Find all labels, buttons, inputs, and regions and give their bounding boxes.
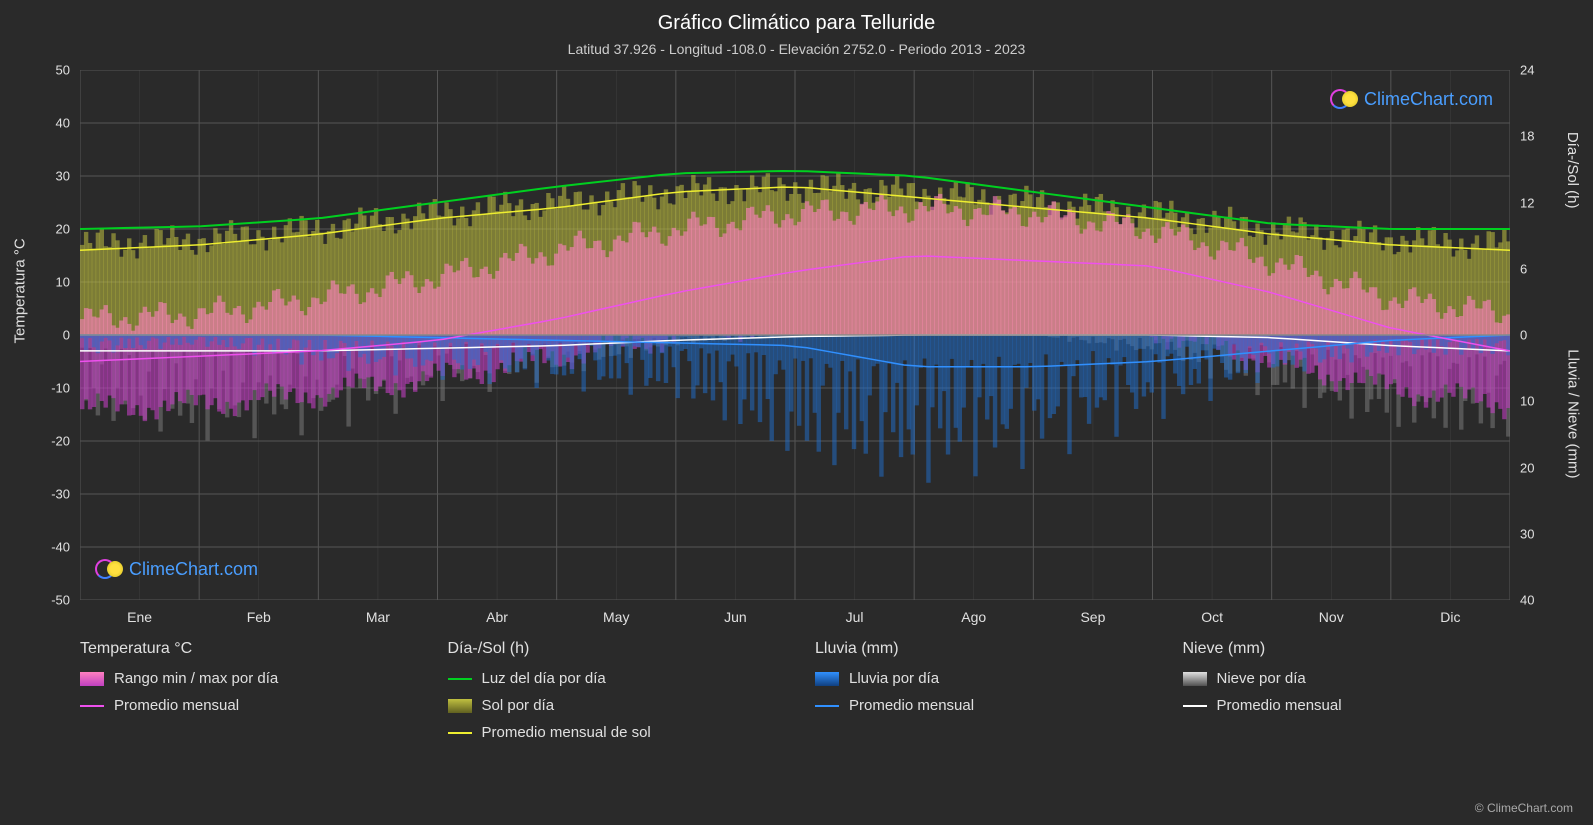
legend-gradient-swatch [80,672,104,686]
legend-item: Lluvia por día [815,670,1143,687]
y-tick-left: -40 [30,540,70,555]
legend-header: Nieve (mm) [1183,640,1511,658]
legend-label: Promedio mensual [114,697,239,714]
x-tick-month: Feb [247,609,271,625]
legend-column: Lluvia (mm) Lluvia por día Promedio mensua… [815,640,1143,751]
copyright: © ClimeChart.com [1475,801,1573,815]
x-tick-month: Dic [1440,609,1460,625]
y-axis-right-top-title: Día-/Sol (h) [1565,132,1582,209]
climate-chart: Gráfico Climático para Telluride Latitud… [0,0,1593,825]
chart-svg [80,70,1510,600]
legend-header: Lluvia (mm) [815,640,1143,658]
y-tick-right-bottom: 10 [1520,394,1550,409]
watermark-bottom: ClimeChart.com [95,555,258,583]
y-tick-right-top: 12 [1520,195,1550,210]
y-axis-left-title: Temperatura °C [12,238,29,343]
legend-header: Temperatura °C [80,640,408,658]
y-tick-left: -50 [30,593,70,608]
y-tick-right-bottom: 30 [1520,526,1550,541]
y-tick-left: 40 [30,116,70,131]
legend-item: Luz del día por día [448,670,776,687]
x-tick-month: May [603,609,629,625]
y-tick-right-top: 24 [1520,63,1550,78]
chart-subtitle: Latitud 37.926 - Longitud -108.0 - Eleva… [0,35,1593,57]
x-tick-month: Jul [846,609,864,625]
watermark-top: ClimeChart.com [1330,85,1493,113]
y-tick-left: -20 [30,434,70,449]
legend-item: Promedio mensual [1183,697,1511,714]
y-tick-right-bottom: 20 [1520,460,1550,475]
y-tick-left: 10 [30,275,70,290]
legend-column: Nieve (mm) Nieve por día Promedio mensual [1183,640,1511,751]
legend-label: Promedio mensual [849,697,974,714]
x-tick-month: Ago [961,609,986,625]
watermark-text: ClimeChart.com [129,559,258,580]
legend-gradient-swatch [1183,672,1207,686]
legend-column: Día-/Sol (h) Luz del día por día Sol por d… [448,640,776,751]
legend-item: Promedio mensual [815,697,1143,714]
legend-gradient-swatch [448,699,472,713]
x-tick-month: Abr [486,609,508,625]
legend-line-swatch [815,705,839,707]
legend-column: Temperatura °C Rango min / max por día Pro… [80,640,408,751]
legend-label: Rango min / max por día [114,670,278,687]
legend-line-swatch [1183,705,1207,707]
legend-label: Nieve por día [1217,670,1306,687]
legend-item: Promedio mensual de sol [448,724,776,741]
legend: Temperatura °C Rango min / max por día Pro… [80,640,1510,751]
chart-title: Gráfico Climático para Telluride [0,0,1593,35]
climechart-logo-icon [1330,85,1358,113]
legend-item: Rango min / max por día [80,670,408,687]
plot-area: 50403020100-10-20-30-40-5024181260102030… [80,70,1510,600]
y-tick-right-top: 18 [1520,129,1550,144]
x-tick-month: Mar [366,609,390,625]
x-tick-month: Oct [1201,609,1223,625]
legend-label: Sol por día [482,697,555,714]
x-tick-month: Jun [724,609,747,625]
watermark-text: ClimeChart.com [1364,89,1493,110]
y-tick-right-top: 0 [1520,328,1550,343]
legend-gradient-swatch [815,672,839,686]
y-tick-left: 20 [30,222,70,237]
legend-item: Nieve por día [1183,670,1511,687]
x-tick-month: Ene [127,609,152,625]
legend-item: Sol por día [448,697,776,714]
y-tick-left: 30 [30,169,70,184]
y-tick-left: 50 [30,63,70,78]
y-tick-left: 0 [30,328,70,343]
y-axis-right-bottom-title: Lluvia / Nieve (mm) [1565,349,1582,478]
y-tick-right-bottom: 40 [1520,593,1550,608]
x-tick-month: Nov [1319,609,1344,625]
legend-label: Promedio mensual de sol [482,724,651,741]
legend-item: Promedio mensual [80,697,408,714]
legend-label: Lluvia por día [849,670,939,687]
y-tick-right-top: 6 [1520,261,1550,276]
climechart-logo-icon [95,555,123,583]
legend-line-swatch [80,705,104,707]
legend-line-swatch [448,732,472,734]
legend-line-swatch [448,678,472,680]
legend-label: Promedio mensual [1217,697,1342,714]
x-tick-month: Sep [1080,609,1105,625]
y-tick-left: -10 [30,381,70,396]
legend-label: Luz del día por día [482,670,606,687]
y-tick-left: -30 [30,487,70,502]
legend-header: Día-/Sol (h) [448,640,776,658]
